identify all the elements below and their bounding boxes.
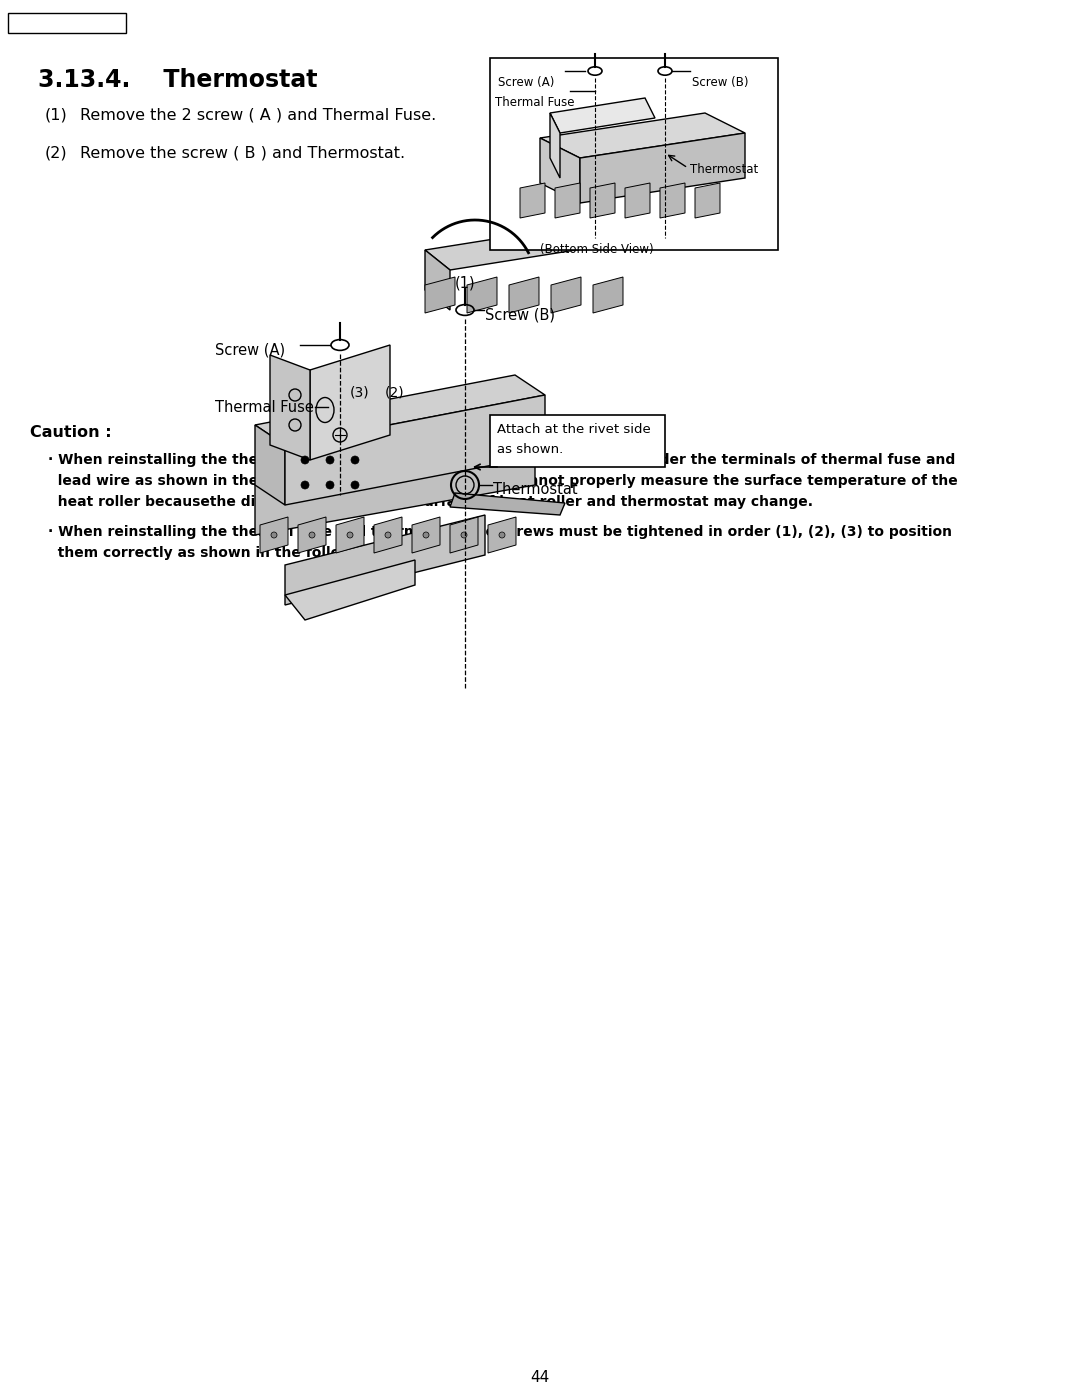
Polygon shape bbox=[467, 277, 497, 313]
Polygon shape bbox=[540, 138, 580, 203]
Text: Remove the screw ( B ) and Thermostat.: Remove the screw ( B ) and Thermostat. bbox=[80, 145, 405, 161]
Bar bbox=[8, 13, 126, 34]
Circle shape bbox=[301, 481, 309, 489]
Polygon shape bbox=[255, 425, 285, 504]
Polygon shape bbox=[255, 434, 535, 535]
Text: (1): (1) bbox=[455, 275, 475, 291]
Circle shape bbox=[461, 532, 467, 538]
Polygon shape bbox=[450, 493, 565, 515]
Polygon shape bbox=[426, 250, 450, 310]
Polygon shape bbox=[336, 517, 364, 553]
Polygon shape bbox=[450, 517, 478, 553]
Circle shape bbox=[347, 532, 353, 538]
Text: heat roller becausethe distance between the surface of heat roller and thermosta: heat roller becausethe distance between … bbox=[48, 495, 813, 509]
Circle shape bbox=[499, 532, 505, 538]
Circle shape bbox=[309, 532, 315, 538]
Polygon shape bbox=[260, 517, 288, 553]
Text: Thermostat: Thermostat bbox=[492, 482, 578, 497]
Polygon shape bbox=[411, 517, 440, 553]
Polygon shape bbox=[555, 183, 580, 218]
Text: · When reinstalling the thermal fuse and thermostat, the screws must be tightene: · When reinstalling the thermal fuse and… bbox=[48, 525, 951, 539]
Text: Screw (A): Screw (A) bbox=[498, 75, 554, 89]
Polygon shape bbox=[374, 517, 402, 553]
Circle shape bbox=[423, 532, 429, 538]
Polygon shape bbox=[285, 515, 485, 605]
Text: (Bottom Side View): (Bottom Side View) bbox=[540, 243, 653, 256]
Text: (1): (1) bbox=[45, 108, 68, 123]
Circle shape bbox=[351, 455, 359, 464]
Polygon shape bbox=[310, 345, 390, 460]
Text: Thermostat: Thermostat bbox=[690, 163, 758, 176]
Bar bbox=[490, 415, 665, 467]
Circle shape bbox=[326, 455, 334, 464]
Polygon shape bbox=[519, 183, 545, 218]
Polygon shape bbox=[625, 183, 650, 218]
Polygon shape bbox=[298, 517, 326, 553]
Circle shape bbox=[326, 481, 334, 489]
Circle shape bbox=[271, 532, 276, 538]
Text: Remove the 2 screw ( A ) and Thermal Fuse.: Remove the 2 screw ( A ) and Thermal Fus… bbox=[80, 108, 436, 123]
Polygon shape bbox=[550, 113, 561, 177]
Polygon shape bbox=[593, 277, 623, 313]
Circle shape bbox=[384, 532, 391, 538]
Polygon shape bbox=[660, 183, 685, 218]
Polygon shape bbox=[488, 517, 516, 553]
Text: Screw (B): Screw (B) bbox=[485, 307, 555, 323]
Text: as shown.: as shown. bbox=[497, 443, 564, 455]
Polygon shape bbox=[550, 98, 654, 133]
Text: lead wire as shown in the following figure, or thermostat cannot properly measur: lead wire as shown in the following figu… bbox=[48, 474, 958, 488]
Polygon shape bbox=[696, 183, 720, 218]
Text: · When reinstalling the thermostat, both end terminals must be positioned under : · When reinstalling the thermostat, both… bbox=[48, 453, 955, 467]
Polygon shape bbox=[426, 215, 670, 270]
Text: 3.13.4.    Thermostat: 3.13.4. Thermostat bbox=[38, 68, 318, 92]
Bar bbox=[490, 59, 778, 250]
Polygon shape bbox=[285, 560, 415, 620]
Text: (3): (3) bbox=[350, 386, 369, 400]
Text: Screw (B): Screw (B) bbox=[692, 75, 748, 89]
Polygon shape bbox=[540, 113, 745, 158]
Text: 44: 44 bbox=[530, 1370, 550, 1384]
Circle shape bbox=[301, 455, 309, 464]
Polygon shape bbox=[270, 355, 310, 460]
Polygon shape bbox=[580, 133, 745, 203]
Polygon shape bbox=[285, 395, 545, 504]
Polygon shape bbox=[255, 374, 545, 446]
Text: Attach at the rivet side: Attach at the rivet side bbox=[497, 423, 651, 436]
Text: them correctly as shown in the following figure.: them correctly as shown in the following… bbox=[48, 546, 434, 560]
Text: Caution :: Caution : bbox=[30, 425, 111, 440]
Text: (2): (2) bbox=[45, 145, 68, 161]
Polygon shape bbox=[509, 277, 539, 313]
Polygon shape bbox=[590, 183, 615, 218]
Circle shape bbox=[351, 481, 359, 489]
Polygon shape bbox=[426, 277, 455, 313]
Polygon shape bbox=[551, 277, 581, 313]
Text: Thermal Fuse: Thermal Fuse bbox=[215, 400, 314, 415]
Text: Thermal Fuse: Thermal Fuse bbox=[495, 96, 575, 109]
Text: Screw (A): Screw (A) bbox=[215, 342, 285, 358]
Text: KX-P7105  / KX-P7110: KX-P7105 / KX-P7110 bbox=[13, 18, 119, 28]
Text: (2): (2) bbox=[384, 386, 405, 400]
